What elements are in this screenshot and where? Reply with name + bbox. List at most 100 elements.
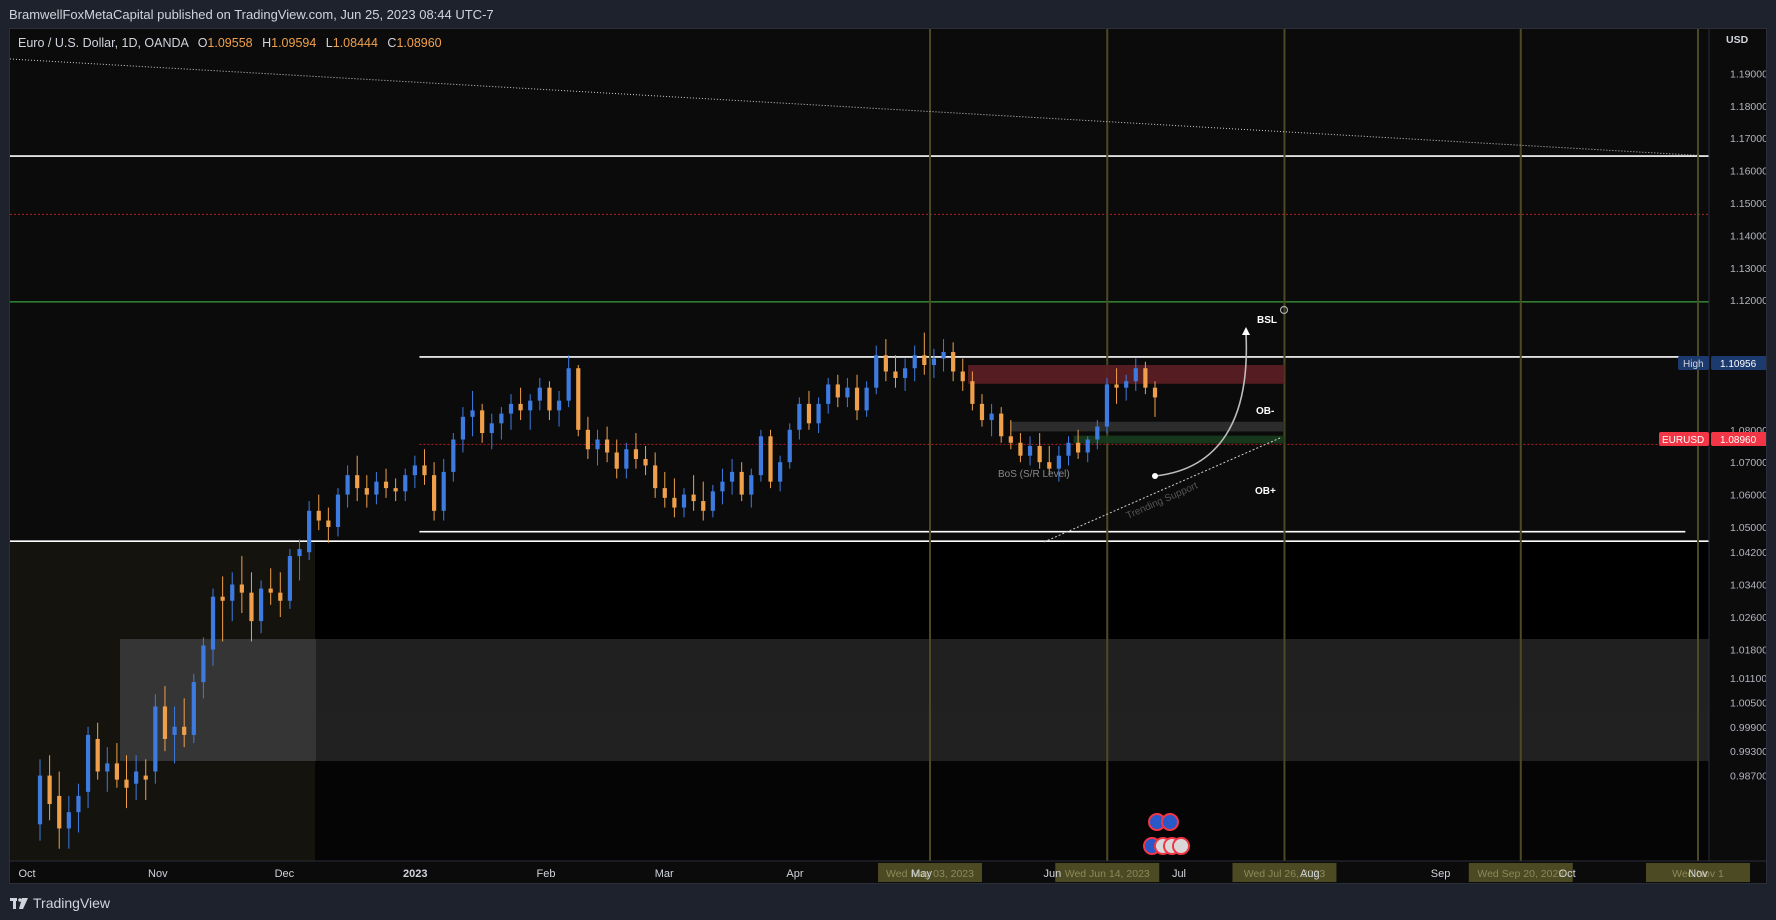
candle xyxy=(681,488,687,518)
price-tick-label: 1.16000 xyxy=(1730,166,1767,178)
cycle-date-tags: Wed May 03, 2023 Wed Jun 14, 2023 Wed Jul … xyxy=(878,863,1750,882)
candle-body xyxy=(1027,446,1033,456)
time-tick-label: Nov xyxy=(148,868,168,880)
candle xyxy=(143,759,148,800)
zone-box xyxy=(1073,435,1285,444)
candle-body xyxy=(451,439,456,472)
price-axis[interactable] xyxy=(1709,29,1767,884)
price-tick-label: 1.02600 xyxy=(1730,612,1767,624)
candle-body xyxy=(1008,436,1013,443)
candle xyxy=(787,423,792,469)
candle xyxy=(960,358,965,391)
candle-body xyxy=(989,413,994,421)
candle-body xyxy=(258,588,264,622)
candle xyxy=(624,442,629,479)
chart-frame[interactable]: Euro / U.S. Dollar, 1D, OANDA O1.09558 H… xyxy=(9,28,1767,884)
candle-body xyxy=(335,494,341,527)
candle-body xyxy=(364,488,369,495)
candle-body xyxy=(931,358,937,365)
candle-body xyxy=(902,368,908,378)
last-symbol-tag xyxy=(1659,432,1709,446)
candle xyxy=(95,722,100,780)
candle xyxy=(37,759,43,841)
symbol-title[interactable]: Euro / U.S. Dollar, 1D, OANDA xyxy=(18,36,189,50)
candle xyxy=(922,332,927,375)
candle xyxy=(739,462,744,502)
candle xyxy=(508,394,514,430)
candle-body xyxy=(614,452,619,469)
price-chart[interactable]: Trending Support BSL OB- OB+ BoS (S/R Le… xyxy=(10,29,1767,884)
candle xyxy=(451,433,456,482)
candle xyxy=(66,795,71,849)
candle xyxy=(902,358,908,391)
candle xyxy=(566,355,571,408)
candle xyxy=(441,458,446,521)
candle-body xyxy=(1018,442,1023,456)
tradingview-brand[interactable]: TradingView xyxy=(10,895,110,911)
candle-body xyxy=(691,494,696,502)
candle-body xyxy=(355,475,360,489)
candle xyxy=(249,572,254,642)
time-tick-label: Oct xyxy=(1559,868,1576,880)
candle-body xyxy=(970,381,975,404)
candle-body xyxy=(1114,384,1119,388)
zone-box xyxy=(1010,421,1285,432)
candle xyxy=(1152,381,1158,417)
price-tick-label: 1.03400 xyxy=(1730,580,1767,592)
economic-events[interactable] xyxy=(1143,813,1190,855)
price-tick-label: 1.13000 xyxy=(1730,263,1767,275)
sr-level-label: BoS (S/R Level) xyxy=(998,469,1070,480)
candle-body xyxy=(307,510,312,553)
event-flag-icon[interactable] xyxy=(1161,813,1179,831)
price-tick-label: 1.01100 xyxy=(1730,673,1767,685)
trending-support-line[interactable] xyxy=(1043,437,1281,543)
candle-body xyxy=(326,520,331,527)
candle xyxy=(999,407,1004,443)
candle-body xyxy=(528,400,533,411)
candle-body xyxy=(1152,387,1158,398)
alarm-clock-icon[interactable] xyxy=(1279,305,1289,315)
candle xyxy=(297,539,302,581)
candle-body xyxy=(633,449,639,459)
candle-body xyxy=(1047,462,1052,469)
candle-body xyxy=(749,475,754,495)
candle xyxy=(979,394,985,427)
candle-body xyxy=(518,403,523,411)
projection-arrow[interactable] xyxy=(1154,333,1248,477)
candle xyxy=(220,576,225,642)
candle-body xyxy=(489,423,494,434)
candle-body xyxy=(729,471,735,482)
event-flag-icon[interactable] xyxy=(1172,837,1190,855)
candle-body xyxy=(201,645,206,683)
candle xyxy=(874,345,879,395)
price-tick-label: 0.98700 xyxy=(1730,771,1767,783)
candle xyxy=(672,478,677,518)
candle xyxy=(1018,433,1023,463)
candle xyxy=(614,439,619,479)
candle-body xyxy=(874,355,879,388)
candle xyxy=(1027,436,1033,466)
price-tick-label: 1.12000 xyxy=(1730,295,1767,307)
candle-body xyxy=(893,371,898,378)
candle xyxy=(633,433,639,469)
price-tick-label: 1.14000 xyxy=(1730,230,1767,242)
candle xyxy=(57,771,62,849)
candle-body xyxy=(480,410,485,434)
candle xyxy=(1076,429,1081,459)
candle xyxy=(768,429,773,489)
candle-body xyxy=(191,682,196,735)
candle xyxy=(1095,420,1100,450)
date-tag-label: Wed May 03, 2023 xyxy=(886,868,974,880)
candle-body xyxy=(1085,439,1090,453)
candle-body xyxy=(806,403,812,424)
candle xyxy=(797,397,802,440)
candle xyxy=(912,345,917,382)
low-label: L xyxy=(325,36,333,50)
candle xyxy=(470,390,475,437)
candle-body xyxy=(1037,446,1042,463)
candle xyxy=(1047,446,1052,476)
candle xyxy=(278,572,283,618)
candle xyxy=(854,374,860,421)
footer-bar: TradingView xyxy=(0,884,1776,920)
candle-body xyxy=(393,488,398,492)
